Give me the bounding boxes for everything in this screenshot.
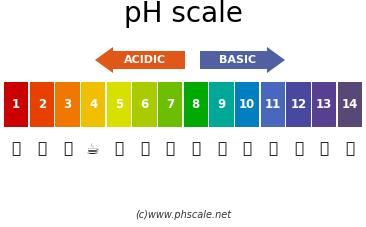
Text: pH scale: pH scale bbox=[124, 0, 242, 28]
Text: 9: 9 bbox=[217, 98, 226, 111]
Text: 13: 13 bbox=[316, 98, 332, 111]
Text: 🍳: 🍳 bbox=[191, 141, 201, 156]
Bar bbox=[107, 82, 131, 127]
Text: 4: 4 bbox=[89, 98, 97, 111]
Bar bbox=[287, 82, 311, 127]
Bar bbox=[312, 82, 336, 127]
Bar bbox=[158, 82, 182, 127]
Text: 7: 7 bbox=[166, 98, 174, 111]
Text: 3: 3 bbox=[63, 98, 71, 111]
Bar bbox=[30, 82, 54, 127]
Bar bbox=[261, 82, 285, 127]
Text: 🧴: 🧴 bbox=[217, 141, 226, 156]
Bar bbox=[81, 82, 105, 127]
Text: 10: 10 bbox=[239, 98, 255, 111]
Text: 11: 11 bbox=[265, 98, 281, 111]
Text: 🚰: 🚰 bbox=[165, 141, 175, 156]
Polygon shape bbox=[95, 47, 185, 73]
Text: 🔵: 🔵 bbox=[320, 141, 329, 156]
Text: 1: 1 bbox=[12, 98, 20, 111]
Polygon shape bbox=[200, 47, 285, 73]
Text: ACIDIC: ACIDIC bbox=[124, 55, 166, 65]
Bar bbox=[209, 82, 234, 127]
Text: 🌧: 🌧 bbox=[114, 141, 123, 156]
Text: 2: 2 bbox=[38, 98, 46, 111]
Bar bbox=[55, 82, 79, 127]
Text: 🔋: 🔋 bbox=[11, 141, 20, 156]
Text: (c)www.phscale.net: (c)www.phscale.net bbox=[135, 210, 231, 220]
Text: 14: 14 bbox=[342, 98, 358, 111]
Bar bbox=[184, 82, 208, 127]
Bar bbox=[338, 82, 362, 127]
Text: 6: 6 bbox=[140, 98, 149, 111]
Text: 🫙: 🫙 bbox=[294, 141, 303, 156]
Text: 🍋: 🍋 bbox=[37, 141, 46, 156]
Text: 🥛: 🥛 bbox=[140, 141, 149, 156]
Text: BASIC: BASIC bbox=[219, 55, 256, 65]
Text: 5: 5 bbox=[115, 98, 123, 111]
Text: 🧃: 🧃 bbox=[243, 141, 252, 156]
Text: 🧴: 🧴 bbox=[268, 141, 277, 156]
Text: 💊: 💊 bbox=[346, 141, 355, 156]
Bar bbox=[132, 82, 157, 127]
Text: 12: 12 bbox=[291, 98, 307, 111]
Bar bbox=[4, 82, 28, 127]
Text: ☕: ☕ bbox=[86, 141, 100, 156]
Bar bbox=[235, 82, 259, 127]
Text: 🍅: 🍅 bbox=[63, 141, 72, 156]
Text: 8: 8 bbox=[192, 98, 200, 111]
